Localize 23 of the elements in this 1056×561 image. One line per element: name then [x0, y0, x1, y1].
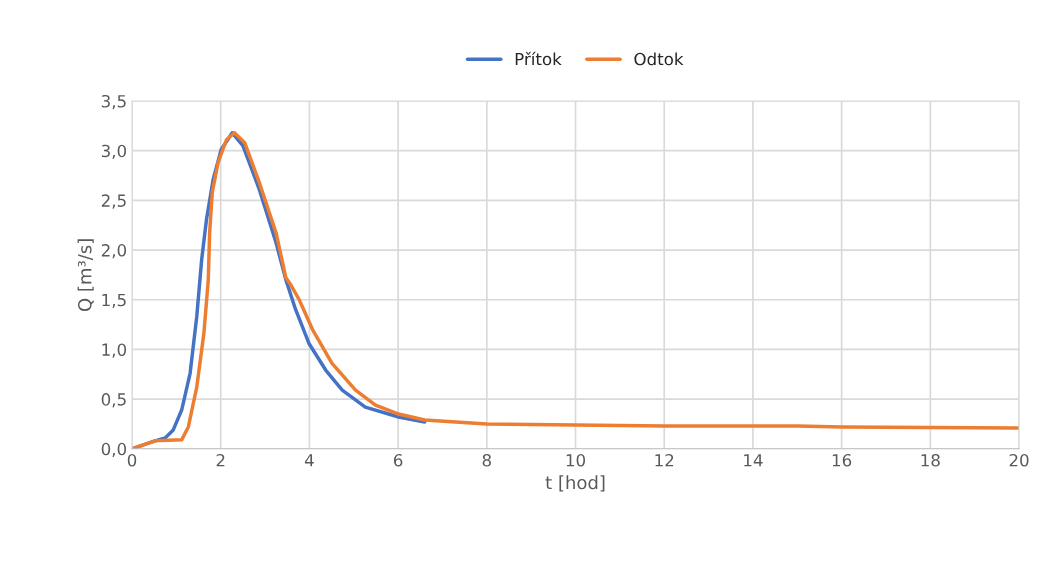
x-tick-label: 0	[127, 453, 137, 467]
y-tick-label: 3,0	[101, 144, 127, 159]
x-tick-label: 18	[921, 453, 940, 467]
y-tick-label: 2,0	[101, 244, 127, 259]
y-tick-label: 0,5	[101, 393, 126, 408]
y-tick-label: 1,5	[102, 293, 126, 308]
y-tick-label: 3,5	[101, 94, 126, 110]
y-tick-label: 2,5	[101, 194, 126, 209]
x-tick-label: 20	[1009, 453, 1029, 467]
y-tick-label: 0,0	[101, 442, 127, 458]
x-tick-label: 12	[655, 453, 674, 467]
x-tick-label: 16	[832, 453, 852, 467]
x-tick-label: 2	[216, 453, 225, 467]
x-tick-label: 6	[393, 453, 403, 467]
legend-label: Odtok	[634, 52, 684, 66]
x-tick-label: 8	[482, 453, 491, 467]
y-tick-label: 1,0	[102, 343, 127, 358]
x-tick-label: 4	[304, 454, 314, 467]
x-tick-label: 14	[744, 454, 763, 467]
x-tick-label: 10	[566, 453, 586, 467]
y-axis-title: Q [m³/s]	[77, 239, 94, 312]
x-axis-title: t [hod]	[545, 475, 605, 492]
legend-label: Přítok	[515, 51, 562, 66]
